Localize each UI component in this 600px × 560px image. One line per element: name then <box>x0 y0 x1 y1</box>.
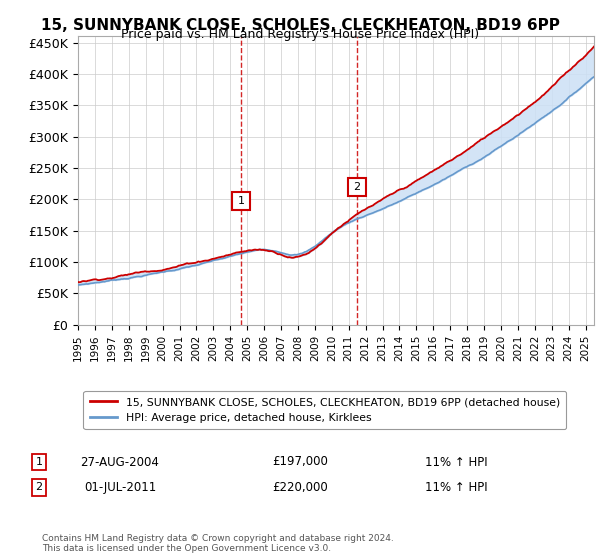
Text: 1: 1 <box>35 457 43 467</box>
Text: 11% ↑ HPI: 11% ↑ HPI <box>425 455 487 469</box>
Text: Contains HM Land Registry data © Crown copyright and database right 2024.
This d: Contains HM Land Registry data © Crown c… <box>42 534 394 553</box>
Text: £197,000: £197,000 <box>272 455 328 469</box>
Text: Price paid vs. HM Land Registry's House Price Index (HPI): Price paid vs. HM Land Registry's House … <box>121 28 479 41</box>
Text: 01-JUL-2011: 01-JUL-2011 <box>84 480 156 494</box>
Text: 15, SUNNYBANK CLOSE, SCHOLES, CLECKHEATON, BD19 6PP: 15, SUNNYBANK CLOSE, SCHOLES, CLECKHEATO… <box>41 18 559 34</box>
Text: 1: 1 <box>238 197 245 206</box>
Text: 11% ↑ HPI: 11% ↑ HPI <box>425 480 487 494</box>
Text: 2: 2 <box>353 182 361 192</box>
Legend: 15, SUNNYBANK CLOSE, SCHOLES, CLECKHEATON, BD19 6PP (detached house), HPI: Avera: 15, SUNNYBANK CLOSE, SCHOLES, CLECKHEATO… <box>83 391 566 429</box>
Text: £220,000: £220,000 <box>272 480 328 494</box>
Text: 2: 2 <box>35 482 43 492</box>
Text: 27-AUG-2004: 27-AUG-2004 <box>80 455 160 469</box>
